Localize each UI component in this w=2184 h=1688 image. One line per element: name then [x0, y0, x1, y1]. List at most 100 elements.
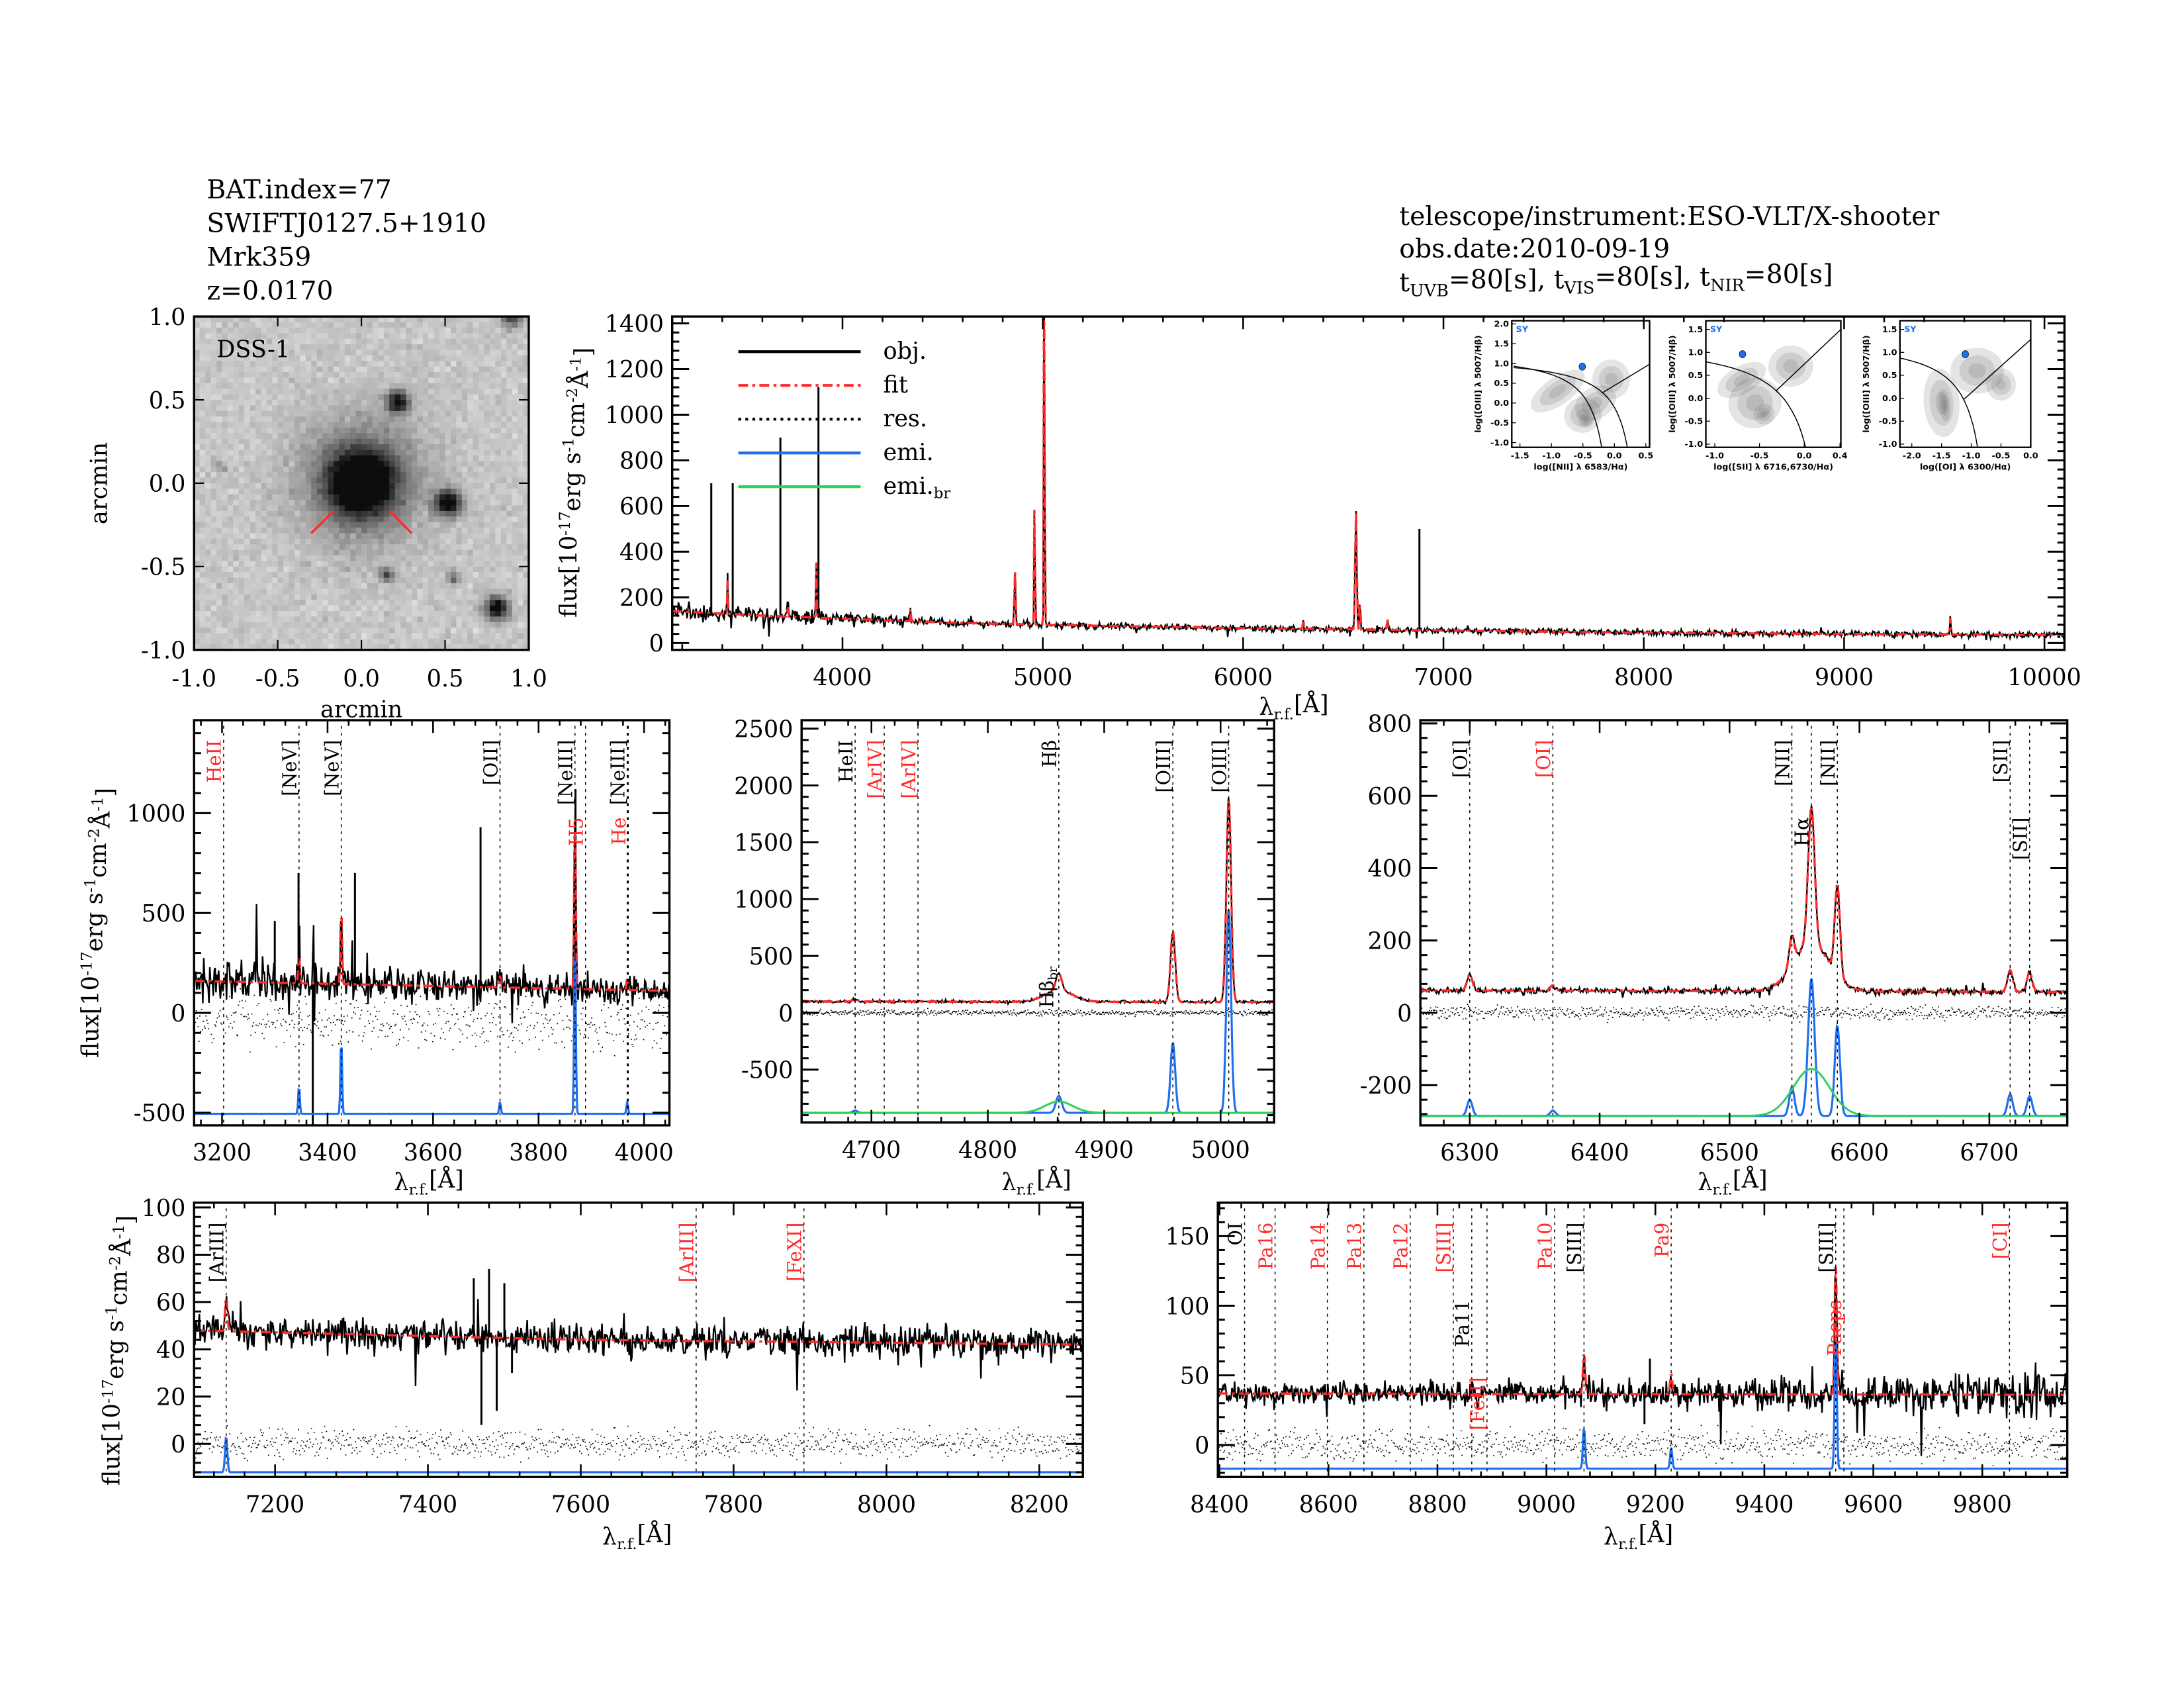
- swift-name: SWIFTJ0127.5+1910: [206, 209, 486, 239]
- label-part: -2: [107, 1256, 124, 1270]
- object-name: Mrk359: [206, 243, 311, 273]
- x-tick-label: 6400: [1570, 1139, 1629, 1166]
- density-blob: [1746, 394, 1764, 412]
- x-tick-label: 9000: [1815, 664, 1874, 691]
- x-axis-label: log([OI] λ 6300/Hα): [1920, 463, 2011, 473]
- density-blob: [1923, 368, 1960, 438]
- label-part: Å: [565, 371, 594, 389]
- line-markers: HeII [ArIV] [ArIV] Hβ [OIII] [OIII]: [835, 726, 1230, 1123]
- label-part: cm: [85, 843, 112, 878]
- line-label: HeII: [203, 740, 226, 783]
- y-tick-label: -200: [1360, 1072, 1412, 1100]
- line-markers: [OI] [OI] [NII] Hα [NII] [SII] [SII]: [1449, 726, 2031, 1125]
- fit-model: [194, 832, 670, 992]
- line-label: [SIII]: [1563, 1223, 1586, 1273]
- line-label: HeII: [835, 740, 857, 783]
- y-tick-label: 150: [1165, 1223, 1210, 1250]
- label-part: [Å]: [1036, 1165, 1071, 1194]
- dss-image-panel: DSS-1 -1.0-1.0 -0.5 -0.5 0.0 0.0 0.5 0.5 1.0 1.0 a…: [85, 304, 547, 724]
- label-part: [Å]: [1733, 1165, 1768, 1194]
- line-label: [SIII]: [1815, 1223, 1837, 1273]
- line-label: Pa9: [1651, 1223, 1673, 1258]
- density-blob: [1938, 389, 1951, 422]
- line-label: [OII]: [479, 740, 502, 786]
- x-tick-label: 7400: [398, 1491, 457, 1518]
- x-tick-label: 10000: [2007, 664, 2081, 691]
- density-blob: [1756, 407, 1772, 422]
- y-tick-label: 1.5: [1688, 325, 1704, 335]
- label-part: [Å]: [637, 1520, 672, 1548]
- object-point: [1962, 350, 1969, 359]
- x-tick-label: 0.5: [1639, 451, 1654, 461]
- y-tick-label: 1000: [126, 800, 185, 827]
- residual-points: [1420, 1004, 2068, 1023]
- x-tick-label: 3800: [509, 1139, 568, 1166]
- legend-item: emi.: [738, 439, 934, 466]
- legend-item: emi.br: [738, 473, 950, 502]
- x-tick-label: 6500: [1700, 1139, 1759, 1166]
- label-part: r.f.: [1017, 1182, 1036, 1199]
- bpt-panel-bpt_nii: SY-1.5 -1.0 -0.5 0.0 0.5-1.0-0.50.00.51.01.5…: [1474, 320, 1654, 473]
- x-tick-label: 0.0: [343, 665, 380, 692]
- x-tick-label: 9600: [1844, 1491, 1903, 1518]
- label-part: λ: [1604, 1523, 1618, 1550]
- demarcation-curve: [1513, 367, 1628, 447]
- x-tick-label: 6700: [1960, 1139, 2019, 1166]
- density-blob: [1717, 361, 1766, 398]
- x-tick-label: 8000: [1614, 664, 1673, 691]
- label-part: r.f.: [1712, 1182, 1732, 1199]
- x-tick-label: 6300: [1440, 1139, 1499, 1166]
- x-axis-label: log([SII] λ 6716,6730/Hα): [1713, 463, 1833, 473]
- label-part: NIR: [1710, 275, 1745, 295]
- y-tick-label: 0: [171, 1000, 185, 1027]
- density-blob: [1570, 402, 1596, 427]
- spectrum-panel-full: 4000 5000 6000 7000 8000 9000 10000 0 200 400 600 8…: [555, 310, 2081, 723]
- y-tick-label: 1500: [734, 829, 793, 857]
- x-tick-label: 7200: [246, 1491, 304, 1518]
- y-tick-label: 50: [1180, 1362, 1210, 1389]
- line-label: [NII]: [1771, 740, 1794, 786]
- label-part: flux[10: [99, 1403, 126, 1485]
- y-tick-label: 2500: [734, 716, 793, 743]
- y-tick-label: -1.0: [141, 637, 186, 664]
- y-tick-label: 400: [1368, 855, 1412, 882]
- label-part: -1: [111, 1225, 128, 1239]
- label-part: -2: [564, 388, 581, 402]
- density-blob: [1581, 391, 1610, 415]
- bpt-frame: [1511, 320, 1651, 448]
- label-part: -2: [86, 828, 103, 843]
- line-label: [ArIII]: [205, 1223, 228, 1283]
- line-label: [FeXI]: [783, 1223, 805, 1282]
- y-axis-label: arcmin: [85, 442, 113, 524]
- label-part: Å: [108, 1239, 136, 1256]
- broad-emission-model: [1420, 1068, 2068, 1117]
- y-tick-label: 0: [1195, 1432, 1209, 1460]
- residual-points: [194, 1423, 1083, 1464]
- line-label: [NeV]: [320, 740, 343, 796]
- x-tick-label: 8400: [1190, 1491, 1249, 1518]
- spectrum-panel-vis_red: [ArIII] [ArIII] [FeXI] 7200 7400 7600 7800 8000…: [99, 1195, 1084, 1553]
- density-blob: [1598, 366, 1624, 393]
- density-blob: [1580, 416, 1592, 426]
- target-marker-left: [310, 510, 335, 534]
- x-tick-label: 6000: [1214, 664, 1273, 691]
- x-tick-label: 0.5: [427, 665, 464, 692]
- x-tick-label: 3200: [193, 1139, 251, 1166]
- density-blob: [1760, 410, 1768, 418]
- seyfert-liner-line: [1776, 329, 1841, 391]
- density-blob: [1986, 368, 2016, 401]
- x-tick-label: 4000: [615, 1139, 674, 1166]
- y-tick-label: 100: [1165, 1293, 1210, 1320]
- emission-model: [194, 1437, 1083, 1474]
- label-part: -1: [560, 438, 577, 452]
- bpt-frame: [1899, 320, 2032, 448]
- line-label: [SIII]: [1433, 1223, 1455, 1273]
- x-tick-label: -0.5: [1751, 451, 1769, 461]
- x-tick-label: -1.5: [1933, 451, 1951, 461]
- label-part: -1: [568, 356, 585, 371]
- label-part: erg s: [559, 452, 586, 511]
- x-tick-label: 1.0: [510, 665, 547, 692]
- y-tick-label: 0.0: [149, 471, 186, 498]
- density-blob: [1959, 355, 1995, 387]
